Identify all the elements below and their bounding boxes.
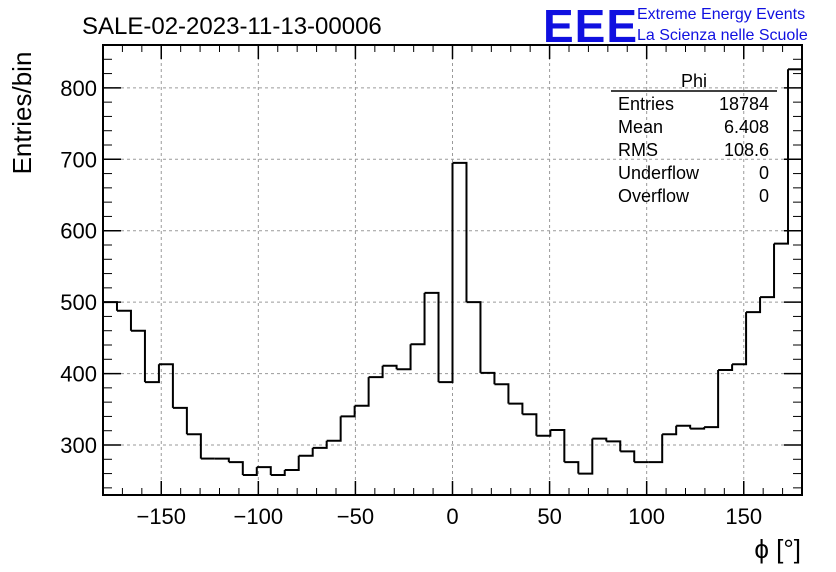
stats-box: Phi Entries 18784 Mean 6.408 RMS 108.6 Underfl…	[611, 71, 777, 206]
stats-row-value: 108.6	[724, 140, 769, 160]
histogram-bin	[438, 162, 454, 384]
histogram-bin	[774, 69, 790, 245]
y-tick-label: 500	[60, 290, 97, 315]
histogram-bin	[382, 364, 398, 370]
stats-name: Phi	[681, 71, 707, 91]
histogram-bin	[368, 365, 384, 379]
x-tick-label: 150	[725, 504, 762, 529]
histogram-bin	[256, 466, 272, 475]
stats-row-value: 18784	[719, 94, 769, 114]
histogram-bin	[732, 312, 748, 366]
y-tick-label: 800	[60, 76, 97, 101]
axis-ticks	[103, 45, 802, 495]
histogram-bin	[592, 437, 608, 442]
histogram-bin	[508, 402, 524, 415]
histogram-bin	[340, 405, 356, 418]
stats-row-label: Entries	[618, 94, 674, 114]
x-tick-label: −100	[234, 504, 284, 529]
stats-row-label: RMS	[618, 140, 658, 160]
stats-row-label: Underflow	[618, 163, 700, 183]
histogram-bin	[312, 440, 328, 449]
histogram-bin	[326, 416, 342, 442]
y-tick-label: 700	[60, 147, 97, 172]
x-axis-label: ϕ [°]	[754, 534, 801, 564]
histogram-bin	[396, 344, 412, 371]
histogram-bin	[550, 429, 566, 463]
histogram-bin	[620, 450, 636, 463]
histogram-bin	[242, 467, 258, 476]
histogram-bin	[284, 455, 300, 471]
histogram-bin	[718, 364, 734, 371]
histogram-bin	[130, 329, 146, 383]
histogram-bin	[270, 470, 286, 476]
y-tick-label: 400	[60, 362, 97, 387]
y-tick-label: 300	[60, 433, 97, 458]
histogram-bin	[564, 461, 580, 474]
stats-row-value: 0	[759, 163, 769, 183]
histogram-bin	[186, 433, 202, 459]
histogram-bars	[103, 68, 802, 476]
y-tick-label: 600	[60, 219, 97, 244]
x-tick-label: −50	[337, 504, 374, 529]
logo-line-2: La Scienza nelle Scuole	[637, 27, 808, 44]
eee-logo-mark: EEE	[543, 0, 638, 52]
histogram-bin	[494, 383, 510, 404]
logo-line-1: Extreme Energy Events	[637, 6, 805, 23]
histogram-bin	[144, 364, 160, 384]
histogram-bin	[158, 363, 174, 408]
histogram-bin	[354, 377, 370, 407]
x-tick-label: −150	[136, 504, 186, 529]
chart-title: SALE-02-2023-11-13-00006	[82, 13, 382, 40]
histogram-bin	[116, 309, 132, 331]
histogram-bin	[648, 434, 664, 464]
histogram-bin	[690, 427, 706, 430]
histogram-bin	[522, 413, 538, 436]
eee-logo: EEE Extreme Energy Events La Scienza nel…	[543, 0, 808, 52]
stats-row-value: 0	[759, 186, 769, 206]
stats-row-label: Overflow	[618, 186, 690, 206]
histogram-bin	[228, 461, 244, 475]
histogram-bin	[410, 292, 426, 346]
stats-row-label: Mean	[618, 117, 663, 137]
stats-row-value: 6.408	[724, 117, 769, 137]
histogram-bin	[606, 440, 622, 452]
histogram-bin	[298, 447, 314, 457]
histogram-bin	[760, 243, 776, 299]
histogram-bin	[214, 457, 230, 463]
histogram-bin	[704, 370, 720, 429]
histogram-bin	[662, 425, 678, 436]
histogram-bin	[103, 301, 118, 311]
histogram-bin	[578, 438, 594, 475]
tick-labels: −150 −100 −50 0 50 100 150 300 400 500 600 700 800	[60, 76, 762, 529]
x-tick-label: 100	[628, 504, 665, 529]
histogram-bin	[676, 424, 692, 429]
histogram-bin	[172, 406, 188, 435]
x-tick-label: 50	[537, 504, 561, 529]
histogram-bin	[536, 430, 552, 437]
histogram-bin	[424, 291, 440, 383]
histogram-bin	[452, 161, 468, 303]
histogram-bin	[480, 371, 496, 385]
y-axis-label: Entries/bin	[7, 52, 37, 175]
x-tick-label: 0	[446, 504, 458, 529]
histogram-bin	[746, 297, 762, 314]
histogram-bin	[466, 301, 482, 373]
